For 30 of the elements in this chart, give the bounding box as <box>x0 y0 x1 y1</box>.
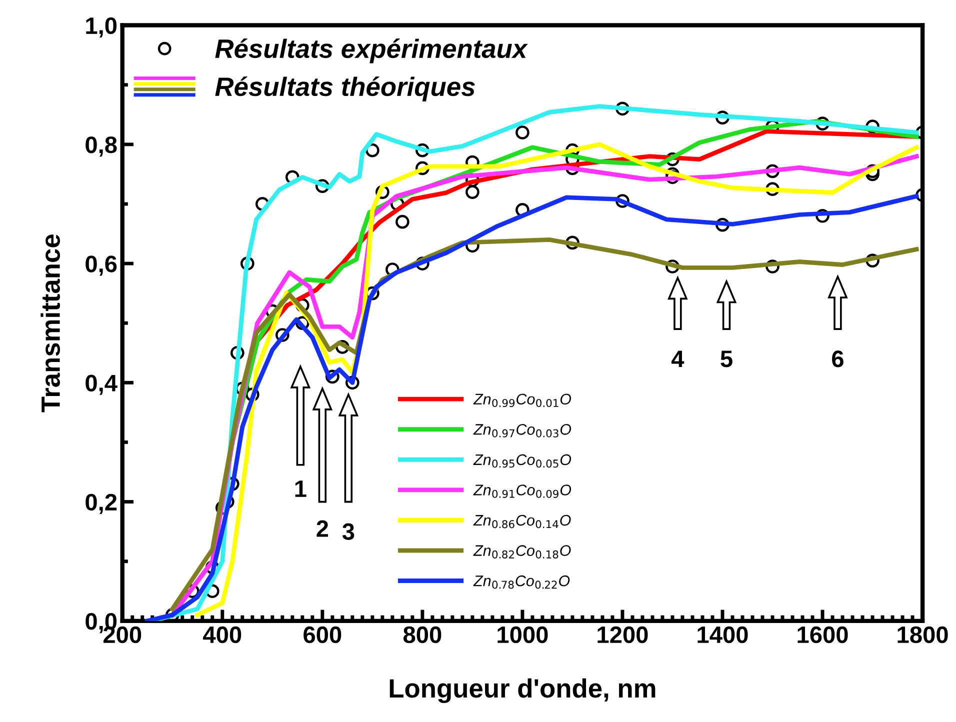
x-tick-label: 1400 <box>698 626 748 644</box>
x-tick-label: 1200 <box>598 626 648 644</box>
x-tick-label: 1800 <box>898 626 948 644</box>
legend-label: Zn$_{0.97}$Co$_{0.03}$O <box>473 424 572 438</box>
legend-label: Zn$_{0.86}$Co$_{0.14}$O <box>473 514 571 528</box>
annotation: 1 <box>295 480 306 497</box>
x-axis-title: Longueur d'onde, nm <box>390 678 656 704</box>
x-tick-label: 800 <box>403 626 442 644</box>
legend-label: Zn$_{0.78}$Co$_{0.22}$O <box>473 575 570 589</box>
x-tick-label: 600 <box>304 626 342 644</box>
annotation: 3 <box>342 523 354 540</box>
legend-label: Résultats expérimentaux <box>215 38 528 64</box>
annotation: 5 <box>720 350 732 368</box>
legend-label: Zn$_{0.99}$Co$_{0.01}$O <box>473 394 572 408</box>
annotation: 6 <box>832 350 844 368</box>
y-tick-label: 0,2 <box>86 494 117 514</box>
y-tick-label: 0,6 <box>86 256 117 276</box>
x-tick-label: 400 <box>203 626 242 644</box>
x-tick-label: 1600 <box>798 626 848 644</box>
legend-label: Zn$_{0.95}$Co$_{0.05}$O <box>473 454 572 468</box>
legend-label: Zn$_{0.82}$Co$_{0.18}$O <box>473 545 571 558</box>
annotation: 4 <box>671 350 684 368</box>
y-tick-label: 1,0 <box>86 17 117 38</box>
legend-label: Zn$_{0.91}$Co$_{0.09}$O <box>473 484 572 498</box>
y-tick-label: 0,8 <box>86 136 117 157</box>
y-tick-label: 0,4 <box>86 374 118 395</box>
x-tick-label: 1000 <box>498 626 548 644</box>
annotation: Résultats théoriques <box>215 76 475 102</box>
y-axis-title: Transmittance <box>40 234 60 412</box>
annotation: 2 <box>316 520 328 537</box>
